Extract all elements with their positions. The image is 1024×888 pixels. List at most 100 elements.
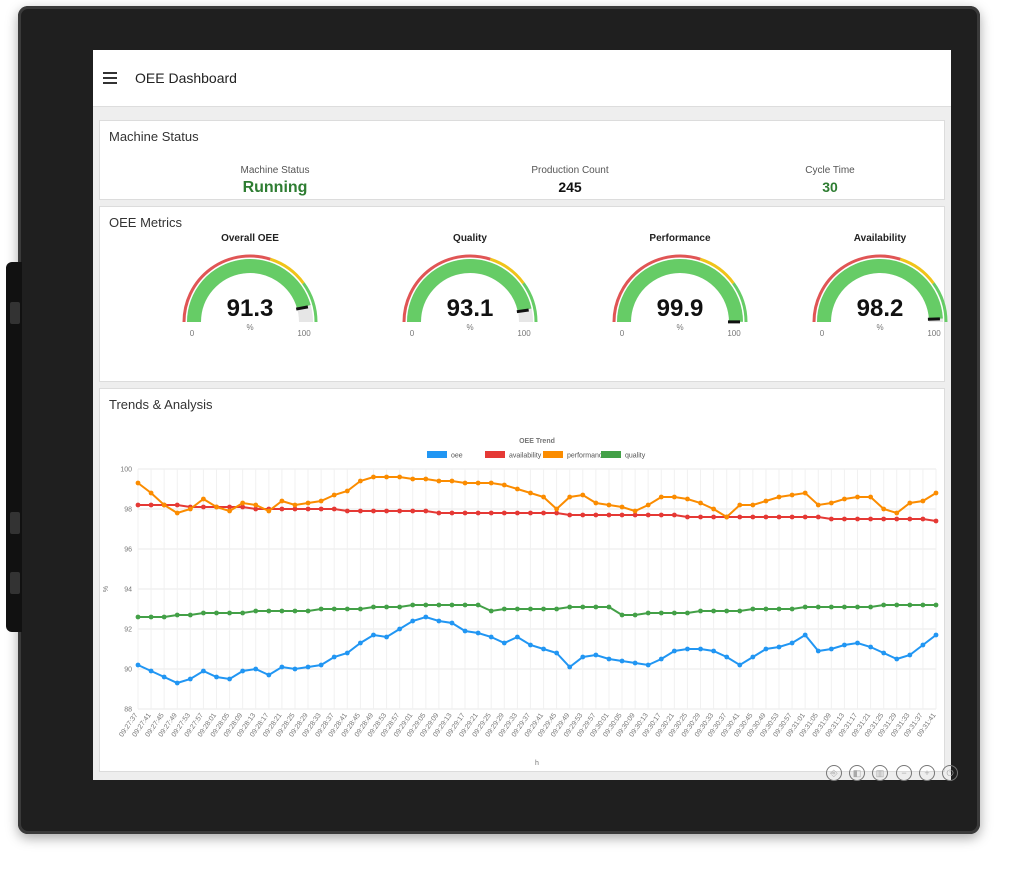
data-point-availability[interactable] bbox=[632, 512, 638, 518]
data-point-availability[interactable] bbox=[933, 518, 939, 524]
data-point-oee[interactable] bbox=[894, 656, 900, 662]
data-point-oee[interactable] bbox=[397, 626, 403, 632]
data-point-performance[interactable] bbox=[462, 480, 468, 486]
data-point-quality[interactable] bbox=[645, 610, 651, 616]
data-point-quality[interactable] bbox=[632, 612, 638, 618]
data-point-oee[interactable] bbox=[606, 656, 612, 662]
data-point-availability[interactable] bbox=[331, 506, 337, 512]
data-point-oee[interactable] bbox=[933, 632, 939, 638]
legend-label-quality[interactable]: quality bbox=[625, 453, 646, 460]
data-point-performance[interactable] bbox=[514, 486, 520, 492]
data-point-oee[interactable] bbox=[671, 648, 677, 654]
data-point-performance[interactable] bbox=[855, 494, 860, 500]
data-point-availability[interactable] bbox=[920, 516, 926, 522]
data-point-availability[interactable] bbox=[815, 514, 821, 520]
data-point-oee[interactable] bbox=[187, 676, 193, 682]
data-point-performance[interactable] bbox=[449, 478, 455, 484]
data-point-availability[interactable] bbox=[318, 506, 324, 512]
data-point-performance[interactable] bbox=[698, 500, 703, 506]
menu-button-icon[interactable]: ◧ bbox=[849, 765, 865, 781]
data-point-quality[interactable] bbox=[554, 606, 560, 612]
data-point-quality[interactable] bbox=[842, 604, 847, 610]
data-point-performance[interactable] bbox=[240, 500, 246, 506]
data-point-oee[interactable] bbox=[855, 640, 860, 646]
data-point-availability[interactable] bbox=[488, 510, 494, 516]
data-point-quality[interactable] bbox=[135, 614, 141, 620]
data-point-performance[interactable] bbox=[802, 490, 808, 496]
data-point-quality[interactable] bbox=[148, 614, 154, 620]
data-point-oee[interactable] bbox=[541, 646, 546, 652]
data-point-quality[interactable] bbox=[828, 604, 834, 610]
data-point-quality[interactable] bbox=[894, 602, 900, 608]
data-point-quality[interactable] bbox=[619, 612, 625, 618]
data-point-availability[interactable] bbox=[606, 512, 612, 518]
data-point-oee[interactable] bbox=[148, 668, 154, 674]
data-point-availability[interactable] bbox=[227, 504, 232, 510]
data-point-performance[interactable] bbox=[410, 476, 416, 482]
data-point-oee[interactable] bbox=[802, 632, 808, 638]
data-point-performance[interactable] bbox=[279, 498, 285, 504]
data-point-availability[interactable] bbox=[135, 502, 141, 508]
data-point-availability[interactable] bbox=[828, 516, 834, 522]
data-point-quality[interactable] bbox=[436, 602, 442, 608]
data-point-performance[interactable] bbox=[187, 506, 193, 512]
data-point-performance[interactable] bbox=[671, 494, 677, 500]
data-point-oee[interactable] bbox=[763, 646, 769, 652]
data-point-performance[interactable] bbox=[907, 500, 913, 506]
data-point-availability[interactable] bbox=[371, 508, 376, 514]
data-point-performance[interactable] bbox=[135, 480, 141, 486]
data-point-availability[interactable] bbox=[436, 510, 442, 516]
volume-down-icon[interactable]: − bbox=[896, 765, 912, 781]
data-point-oee[interactable] bbox=[331, 654, 337, 660]
data-point-quality[interactable] bbox=[331, 606, 337, 612]
data-point-availability[interactable] bbox=[305, 506, 311, 512]
data-point-oee[interactable] bbox=[842, 642, 847, 648]
data-point-performance[interactable] bbox=[868, 494, 873, 500]
data-point-oee[interactable] bbox=[698, 646, 703, 652]
data-point-performance[interactable] bbox=[685, 496, 690, 502]
data-point-oee[interactable] bbox=[266, 672, 272, 678]
data-point-quality[interactable] bbox=[868, 604, 873, 610]
data-point-performance[interactable] bbox=[881, 506, 887, 512]
data-point-quality[interactable] bbox=[305, 608, 311, 614]
data-point-performance[interactable] bbox=[789, 492, 795, 498]
data-point-quality[interactable] bbox=[397, 604, 403, 610]
data-point-availability[interactable] bbox=[554, 510, 560, 516]
data-point-oee[interactable] bbox=[501, 640, 507, 646]
data-point-availability[interactable] bbox=[357, 508, 363, 514]
data-point-performance[interactable] bbox=[384, 474, 389, 480]
data-point-availability[interactable] bbox=[148, 502, 154, 508]
data-point-quality[interactable] bbox=[711, 608, 717, 614]
data-point-quality[interactable] bbox=[802, 604, 808, 610]
data-point-oee[interactable] bbox=[423, 614, 429, 620]
data-point-performance[interactable] bbox=[318, 498, 324, 504]
data-point-availability[interactable] bbox=[645, 512, 651, 518]
data-point-quality[interactable] bbox=[580, 604, 586, 610]
data-point-oee[interactable] bbox=[227, 676, 232, 682]
data-point-availability[interactable] bbox=[698, 514, 703, 520]
data-point-quality[interactable] bbox=[881, 602, 887, 608]
data-point-performance[interactable] bbox=[763, 498, 769, 504]
data-point-oee[interactable] bbox=[593, 652, 599, 658]
data-point-performance[interactable] bbox=[711, 506, 717, 512]
data-point-performance[interactable] bbox=[253, 502, 259, 508]
data-point-availability[interactable] bbox=[344, 508, 350, 514]
data-point-availability[interactable] bbox=[658, 512, 664, 518]
data-point-quality[interactable] bbox=[201, 610, 206, 616]
data-point-oee[interactable] bbox=[737, 662, 743, 668]
data-point-quality[interactable] bbox=[384, 604, 389, 610]
data-point-availability[interactable] bbox=[541, 510, 546, 516]
data-point-performance[interactable] bbox=[541, 494, 546, 500]
data-point-oee[interactable] bbox=[436, 618, 442, 624]
data-point-oee[interactable] bbox=[253, 666, 259, 672]
data-point-oee[interactable] bbox=[750, 654, 756, 660]
data-point-performance[interactable] bbox=[842, 496, 847, 502]
data-point-quality[interactable] bbox=[344, 606, 350, 612]
data-point-availability[interactable] bbox=[894, 516, 900, 522]
power-icon[interactable]: ⏻ bbox=[942, 765, 958, 781]
data-point-oee[interactable] bbox=[318, 662, 324, 668]
data-point-quality[interactable] bbox=[488, 608, 494, 614]
data-point-quality[interactable] bbox=[541, 606, 546, 612]
data-point-quality[interactable] bbox=[449, 602, 455, 608]
data-point-oee[interactable] bbox=[828, 646, 834, 652]
